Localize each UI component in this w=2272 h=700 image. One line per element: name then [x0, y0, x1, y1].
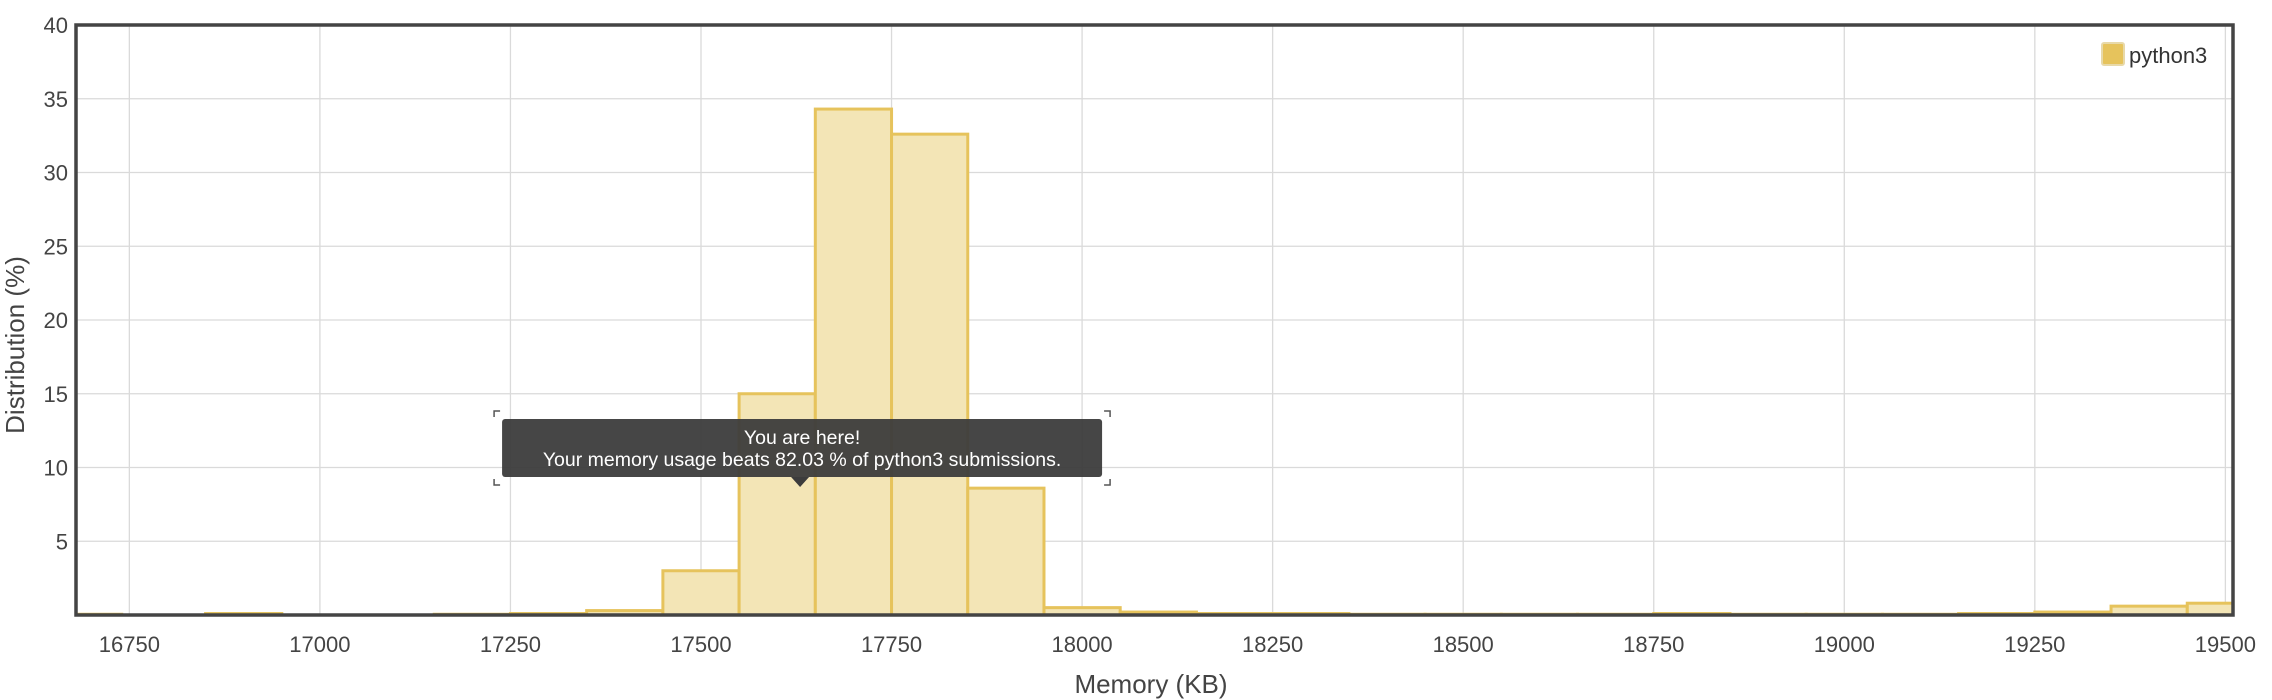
y-tick-label: 15	[44, 382, 68, 407]
histogram-bar[interactable]	[890, 132, 970, 617]
x-tick-label: 17250	[480, 632, 541, 657]
y-tick-label: 25	[44, 234, 68, 259]
x-axis-ticks: 16750 17000 17250 17500 17750 18000 18250 18500…	[99, 632, 2256, 657]
you-are-here-tooltip: You are here!Your memory usage beats 82.…	[493, 410, 1111, 487]
histogram-bar[interactable]	[966, 486, 1046, 617]
x-tick-label: 18250	[1242, 632, 1303, 657]
x-tick-label: 16750	[99, 632, 160, 657]
y-tick-label: 35	[44, 87, 68, 112]
tooltip-pointer	[791, 477, 810, 487]
tooltip-corner-mark	[493, 410, 501, 417]
x-tick-label: 19250	[2004, 632, 2065, 657]
x-tick-label: 18750	[1623, 632, 1684, 657]
y-tick-label: 20	[44, 308, 68, 333]
x-tick-label: 19500	[2195, 632, 2256, 657]
y-axis-ticks: 5 10 15 20 25 30 35 40	[44, 13, 68, 554]
legend-label: python3	[2129, 43, 2207, 68]
histogram-bar[interactable]	[2185, 601, 2235, 617]
y-tick-label: 40	[44, 13, 68, 38]
x-tick-label: 18500	[1433, 632, 1494, 657]
tooltip-box	[502, 419, 1103, 477]
y-axis-title: Distribution (%)	[0, 256, 30, 434]
y-tick-label: 5	[56, 529, 68, 554]
x-tick-label: 17000	[289, 632, 350, 657]
x-tick-label: 18000	[1051, 632, 1112, 657]
tooltip-corner-mark	[1104, 479, 1111, 486]
legend-swatch	[2101, 42, 2125, 66]
x-tick-label: 19000	[1814, 632, 1875, 657]
histogram-bar[interactable]	[661, 569, 741, 617]
tooltip-line-1: You are here!	[744, 427, 860, 449]
tooltip-corner-mark	[493, 479, 501, 486]
tooltip-line-2: Your memory usage beats 82.03 % of pytho…	[543, 449, 1062, 471]
legend[interactable]: python3	[2101, 42, 2207, 68]
tooltip-corner-mark	[1104, 410, 1111, 417]
y-tick-label: 10	[44, 456, 68, 481]
grid-lines	[76, 24, 2233, 615]
histogram-bar[interactable]	[813, 107, 894, 617]
y-tick-label: 30	[44, 161, 68, 186]
x-tick-label: 17750	[861, 632, 922, 657]
x-tick-label: 17500	[670, 632, 731, 657]
plot-area-frame	[74, 23, 2235, 617]
x-axis-title: Memory (KB)	[1074, 669, 1227, 699]
